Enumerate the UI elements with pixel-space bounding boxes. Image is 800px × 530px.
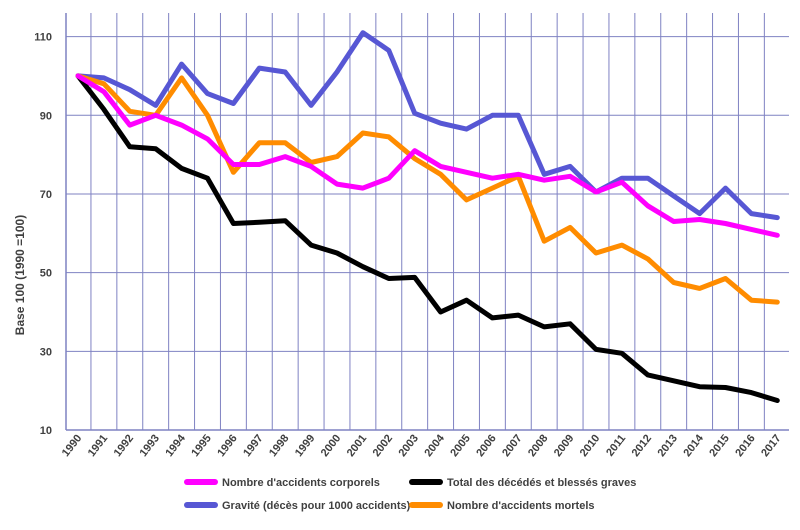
x-tick-label: 1999 <box>293 432 318 459</box>
x-tick-label: 2000 <box>319 432 344 459</box>
legend: Nombre d'accidents corporels Total des dé… <box>184 477 636 512</box>
series-line-0 <box>75 73 780 238</box>
x-tick-label: 2013 <box>656 432 681 459</box>
x-tick-label: 2017 <box>759 432 784 459</box>
legend-label: Total des décédés et blessés graves <box>447 477 636 489</box>
y-tick-label: 50 <box>40 268 52 280</box>
x-tick-label: 2009 <box>552 432 577 459</box>
x-tick-label: 1996 <box>215 432 240 459</box>
x-tick-label: 2007 <box>500 432 525 459</box>
y-axis-label: Base 100 (1990 =100) <box>13 215 27 335</box>
axes <box>65 13 789 431</box>
series-line-3 <box>75 73 780 305</box>
x-tick-label: 2016 <box>733 432 758 459</box>
x-tick-label: 2012 <box>630 432 655 459</box>
x-tick-label: 1993 <box>138 432 163 459</box>
x-tick-label: 1998 <box>267 432 292 459</box>
x-tick-label: 2010 <box>578 432 603 459</box>
series-line-1 <box>75 73 780 403</box>
x-tick-labels: 1990 1991 1992 1993 1994 1995 1996 1997 1998 1999… <box>60 432 784 459</box>
x-tick-label: 1997 <box>241 432 266 459</box>
x-tick-label: 2008 <box>526 432 551 459</box>
y-tick-label: 110 <box>34 32 52 44</box>
x-tick-label: 2004 <box>422 432 447 459</box>
y-tick-labels: 10 30 50 70 90 110 <box>34 32 52 437</box>
x-tick-label: 2005 <box>448 432 473 459</box>
y-tick-label: 30 <box>40 346 52 358</box>
y-tick-label: 10 <box>40 425 52 437</box>
x-tick-label: 2015 <box>707 432 732 459</box>
legend-label: Nombre d'accidents mortels <box>447 500 595 512</box>
x-tick-label: 1994 <box>163 432 188 459</box>
x-tick-label: 2001 <box>345 432 370 459</box>
y-tick-label: 90 <box>40 110 52 122</box>
x-tick-label: 2002 <box>371 432 396 459</box>
x-tick-label: 1992 <box>112 432 137 459</box>
series-line-2 <box>75 30 780 221</box>
x-tick-label: 2011 <box>604 432 628 458</box>
x-tick-label: 2006 <box>474 432 499 459</box>
x-tick-label: 1990 <box>60 432 85 459</box>
legend-label: Gravité (décès pour 1000 accidents) <box>222 500 411 512</box>
x-tick-label: 1995 <box>189 432 214 459</box>
series-lines <box>75 30 780 403</box>
legend-label: Nombre d'accidents corporels <box>222 477 380 489</box>
x-tick-label: 2014 <box>681 432 706 459</box>
y-tick-label: 70 <box>40 189 52 201</box>
x-tick-label: 1991 <box>86 432 111 459</box>
x-tick-label: 2003 <box>397 432 422 459</box>
